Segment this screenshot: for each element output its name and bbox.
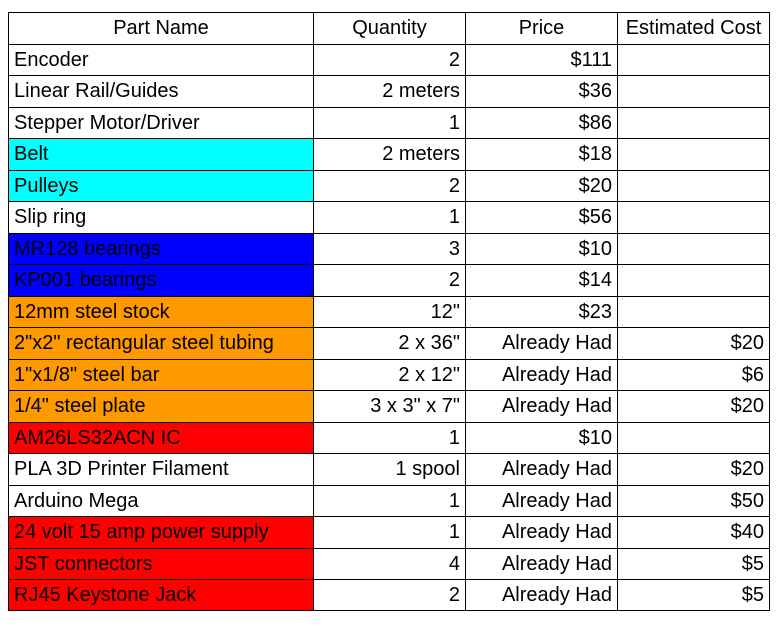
header-estimated-cost: Estimated Cost <box>617 12 770 45</box>
cell-price: Already Had <box>465 516 618 549</box>
cell-quantity: 2 meters <box>313 138 466 171</box>
cell-part-name: 12mm steel stock <box>8 295 314 328</box>
cell-price: $23 <box>465 295 618 328</box>
cell-quantity: 2 <box>313 579 466 611</box>
cell-price: Already Had <box>465 453 618 486</box>
cell-price: Already Had <box>465 547 618 580</box>
cell-estimated-cost: $5 <box>617 579 770 611</box>
cell-quantity: 4 <box>313 547 466 580</box>
table-row: 1/4" steel plate 3 x 3" x 7" Already Had $2… <box>8 390 770 423</box>
cell-part-name: RJ45 Keystone Jack <box>8 579 314 611</box>
cell-part-name: Slip ring <box>8 201 314 234</box>
cell-part-name: Pulleys <box>8 169 314 202</box>
cell-estimated-cost <box>617 295 770 328</box>
cell-estimated-cost: $20 <box>617 453 770 486</box>
cell-quantity: 1 <box>313 516 466 549</box>
cell-price: $111 <box>465 43 618 76</box>
table-row: JST connectors 4 Already Had $5 <box>8 547 770 580</box>
table-row: 1"x1/8" steel bar 2 x 12" Already Had $6 <box>8 358 770 391</box>
table-row: Slip ring 1 $56 <box>8 201 770 234</box>
cell-part-name: AM26LS32ACN IC <box>8 421 314 454</box>
cell-price: Already Had <box>465 390 618 423</box>
cell-part-name: Encoder <box>8 43 314 76</box>
cell-estimated-cost <box>617 232 770 265</box>
table-row: 2"x2" rectangular steel tubing 2 x 36" Alr… <box>8 327 770 360</box>
table-row: RJ45 Keystone Jack 2 Already Had $5 <box>8 579 770 611</box>
cell-quantity: 2 <box>313 43 466 76</box>
cell-estimated-cost <box>617 138 770 171</box>
table-row: Encoder 2 $111 <box>8 43 770 76</box>
table-row: KP001 bearings 2 $14 <box>8 264 770 297</box>
table-row: 24 volt 15 amp power supply 1 Already Had $… <box>8 516 770 549</box>
cell-part-name: Linear Rail/Guides <box>8 75 314 108</box>
cell-price: $10 <box>465 232 618 265</box>
cell-part-name: Arduino Mega <box>8 484 314 517</box>
cell-estimated-cost: $20 <box>617 390 770 423</box>
cell-part-name: 1"x1/8" steel bar <box>8 358 314 391</box>
cell-estimated-cost <box>617 169 770 202</box>
cell-quantity: 2 <box>313 169 466 202</box>
parts-table: Part Name Quantity Price Estimated Cost … <box>8 12 770 611</box>
cell-estimated-cost <box>617 201 770 234</box>
cell-estimated-cost: $5 <box>617 547 770 580</box>
cell-quantity: 12" <box>313 295 466 328</box>
cell-quantity: 3 x 3" x 7" <box>313 390 466 423</box>
cell-part-name: Stepper Motor/Driver <box>8 106 314 139</box>
cell-quantity: 1 <box>313 201 466 234</box>
cell-estimated-cost: $6 <box>617 358 770 391</box>
cell-price: Already Had <box>465 358 618 391</box>
table-row: 12mm steel stock 12" $23 <box>8 295 770 328</box>
cell-quantity: 3 <box>313 232 466 265</box>
table-row: Linear Rail/Guides 2 meters $36 <box>8 75 770 108</box>
table-row: PLA 3D Printer Filament 1 spool Already Ha… <box>8 453 770 486</box>
cell-price: $86 <box>465 106 618 139</box>
cell-estimated-cost <box>617 264 770 297</box>
cell-part-name: 1/4" steel plate <box>8 390 314 423</box>
cell-quantity: 2 <box>313 264 466 297</box>
header-row: Part Name Quantity Price Estimated Cost <box>8 12 770 45</box>
cell-part-name: JST connectors <box>8 547 314 580</box>
cell-estimated-cost <box>617 75 770 108</box>
cell-part-name: Belt <box>8 138 314 171</box>
table-row: MR128 bearings 3 $10 <box>8 232 770 265</box>
table-row: Pulleys 2 $20 <box>8 169 770 202</box>
cell-part-name: KP001 bearings <box>8 264 314 297</box>
cell-estimated-cost <box>617 43 770 76</box>
table-row: Stepper Motor/Driver 1 $86 <box>8 106 770 139</box>
cell-price: Already Had <box>465 484 618 517</box>
cell-quantity: 2 x 12" <box>313 358 466 391</box>
header-quantity: Quantity <box>313 12 466 45</box>
header-price: Price <box>465 12 618 45</box>
cell-quantity: 2 meters <box>313 75 466 108</box>
cell-price: $14 <box>465 264 618 297</box>
cell-price: $56 <box>465 201 618 234</box>
table-row: Arduino Mega 1 Already Had $50 <box>8 484 770 517</box>
cell-price: $10 <box>465 421 618 454</box>
cell-price: $36 <box>465 75 618 108</box>
header-part-name: Part Name <box>8 12 314 45</box>
cell-quantity: 1 <box>313 106 466 139</box>
cell-part-name: MR128 bearings <box>8 232 314 265</box>
cell-price: Already Had <box>465 327 618 360</box>
cell-estimated-cost: $40 <box>617 516 770 549</box>
cell-part-name: PLA 3D Printer Filament <box>8 453 314 486</box>
cell-quantity: 2 x 36" <box>313 327 466 360</box>
cell-estimated-cost: $50 <box>617 484 770 517</box>
cell-part-name: 2"x2" rectangular steel tubing <box>8 327 314 360</box>
cell-quantity: 1 spool <box>313 453 466 486</box>
cell-estimated-cost <box>617 421 770 454</box>
table-row: Belt 2 meters $18 <box>8 138 770 171</box>
table-row: AM26LS32ACN IC 1 $10 <box>8 421 770 454</box>
cell-price: Already Had <box>465 579 618 611</box>
cell-price: $18 <box>465 138 618 171</box>
cell-part-name: 24 volt 15 amp power supply <box>8 516 314 549</box>
cell-estimated-cost <box>617 106 770 139</box>
cell-price: $20 <box>465 169 618 202</box>
cell-quantity: 1 <box>313 484 466 517</box>
cell-quantity: 1 <box>313 421 466 454</box>
cell-estimated-cost: $20 <box>617 327 770 360</box>
